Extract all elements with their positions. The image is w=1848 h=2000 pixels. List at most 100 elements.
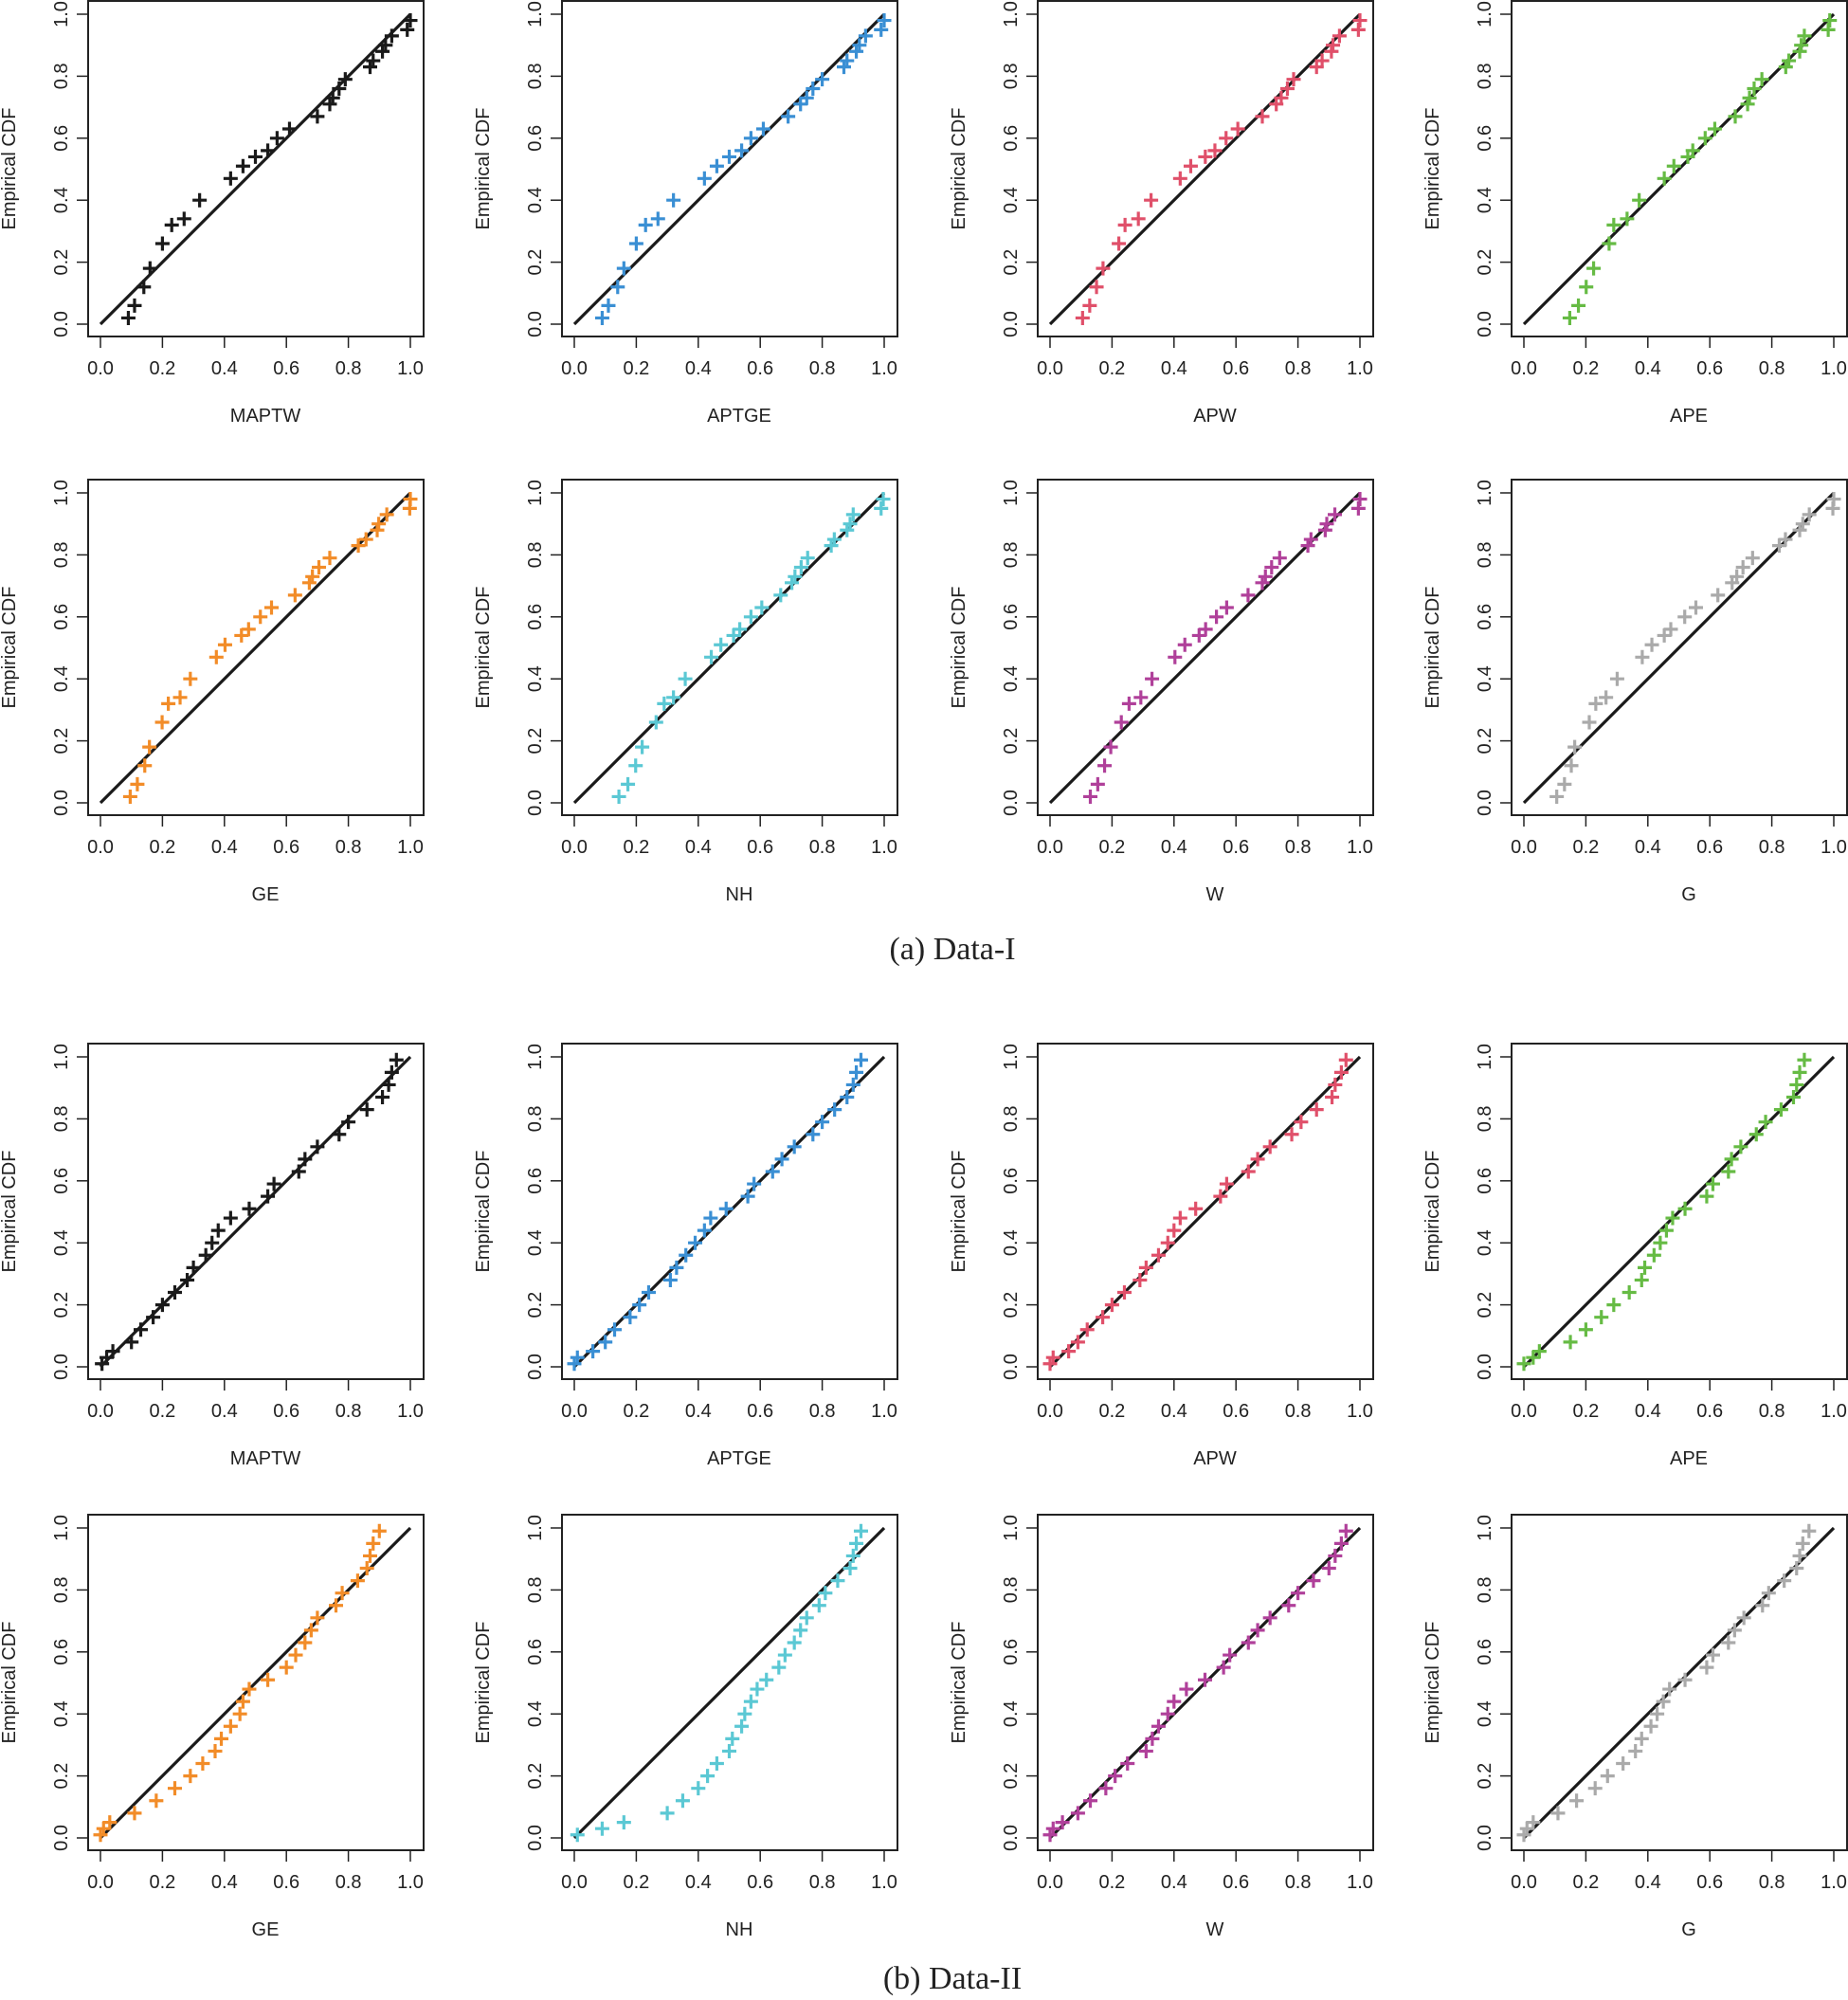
data-point (1755, 1598, 1770, 1613)
x-tick-label: 0.0 (1511, 358, 1537, 379)
y-axis-label: Empirical CDF (473, 587, 494, 709)
y-tick-label: 0.8 (1001, 1105, 1022, 1132)
reference-line (99, 1526, 412, 1840)
data-point (134, 1322, 149, 1337)
data-point (1688, 600, 1703, 615)
y-tick-label: 0.6 (1475, 1168, 1495, 1194)
data-point (1138, 1260, 1153, 1275)
data-point (154, 236, 170, 251)
x-tick-label: 1.0 (1347, 1872, 1373, 1893)
data-point (1328, 507, 1343, 522)
data-point (806, 1127, 821, 1142)
x-axis-label: W (1206, 1919, 1224, 1940)
data-point (1665, 1210, 1680, 1226)
data-point (1792, 1064, 1807, 1080)
x-tick-label: 0.6 (273, 1872, 299, 1893)
data-point (840, 1090, 855, 1105)
data-point (127, 298, 142, 313)
pp-plot-w-data-i: 0.0 0.0 0.2 0.2 0.4 0.4 0.6 0.6 0.8 0.8 1.0 1.0 W Emp… (949, 479, 1374, 905)
x-tick-label: 0.4 (1635, 1401, 1661, 1422)
data-point (635, 739, 650, 755)
x-tick-label: 1.0 (1821, 1872, 1847, 1893)
data-point (1699, 1189, 1714, 1204)
pp-plot-maptw-data-i: 0.0 0.0 0.2 0.2 0.4 0.4 0.6 0.6 0.8 0.8 1.0 1.0 MAPT… (0, 0, 425, 427)
data-point (1112, 236, 1127, 251)
y-tick-label: 0.6 (51, 1168, 72, 1194)
data-point (799, 1610, 814, 1626)
y-tick-label: 0.0 (51, 1354, 72, 1380)
x-tick-label: 0.0 (561, 1401, 588, 1422)
data-point (1582, 715, 1597, 730)
data-point (1657, 171, 1672, 186)
data-point (1133, 690, 1149, 705)
y-tick-label: 0.2 (51, 728, 72, 755)
data-point (1789, 1561, 1804, 1576)
data-point (1549, 789, 1565, 804)
x-tick-label: 0.6 (1223, 358, 1249, 379)
y-tick-label: 0.2 (525, 1292, 546, 1318)
data-point (214, 1731, 229, 1746)
x-tick-label: 0.2 (1572, 837, 1599, 858)
data-point (1578, 1322, 1593, 1337)
y-tick-label: 0.2 (1475, 249, 1495, 276)
data-point (1728, 109, 1743, 124)
data-point (1097, 758, 1113, 773)
data-point (703, 1210, 718, 1226)
x-axis-label: APW (1193, 1448, 1237, 1469)
data-point (1516, 1356, 1531, 1372)
y-tick-label: 0.4 (525, 187, 546, 213)
data-point (840, 53, 855, 68)
data-point (389, 1052, 404, 1067)
y-tick-label: 0.4 (525, 1229, 546, 1256)
data-point (1089, 280, 1104, 295)
data-point (666, 690, 681, 705)
y-tick-label: 0.6 (1475, 604, 1495, 630)
data-point (697, 171, 712, 186)
data-point (1250, 1623, 1265, 1638)
y-axis-label: Empirical CDF (949, 1151, 969, 1273)
x-tick-label: 0.6 (747, 358, 773, 379)
data-point (167, 1285, 182, 1300)
data-point (1328, 1548, 1343, 1563)
data-point (1262, 1139, 1277, 1155)
data-point (379, 507, 394, 522)
data-point (1550, 1806, 1566, 1821)
x-tick-label: 0.0 (87, 1872, 114, 1893)
data-point (616, 261, 631, 276)
data-point (1090, 776, 1105, 791)
data-point (192, 192, 208, 208)
x-axis-label: APW (1193, 406, 1237, 427)
data-point (826, 532, 842, 547)
x-tick-label: 0.2 (623, 1401, 649, 1422)
data-point (154, 715, 170, 730)
data-point (1150, 1718, 1166, 1734)
data-point (1255, 109, 1270, 124)
data-point (1662, 1682, 1677, 1697)
y-tick-label: 1.0 (1475, 480, 1495, 506)
data-point (610, 280, 625, 295)
data-point (1587, 1781, 1603, 1796)
data-point (1138, 1743, 1153, 1758)
y-axis-label: Empirical CDF (473, 1151, 494, 1273)
data-point (1563, 1335, 1578, 1350)
data-point (601, 298, 616, 313)
y-tick-label: 0.2 (1475, 728, 1495, 755)
data-point (1314, 53, 1330, 68)
data-point (298, 1152, 313, 1167)
data-point (1350, 22, 1366, 37)
data-point (223, 1718, 238, 1734)
data-point (102, 1815, 118, 1830)
data-point (1321, 1561, 1336, 1576)
data-point (186, 1260, 201, 1275)
data-point (198, 1247, 213, 1263)
x-tick-label: 1.0 (871, 358, 897, 379)
y-tick-label: 1.0 (51, 480, 72, 506)
reference-line (572, 12, 886, 326)
data-point (1055, 1815, 1070, 1830)
data-point (743, 131, 758, 146)
data-point (149, 1793, 164, 1809)
data-point (679, 1247, 694, 1263)
data-point (1291, 1586, 1306, 1601)
data-point (594, 1821, 609, 1836)
x-tick-label: 0.4 (1635, 837, 1661, 858)
